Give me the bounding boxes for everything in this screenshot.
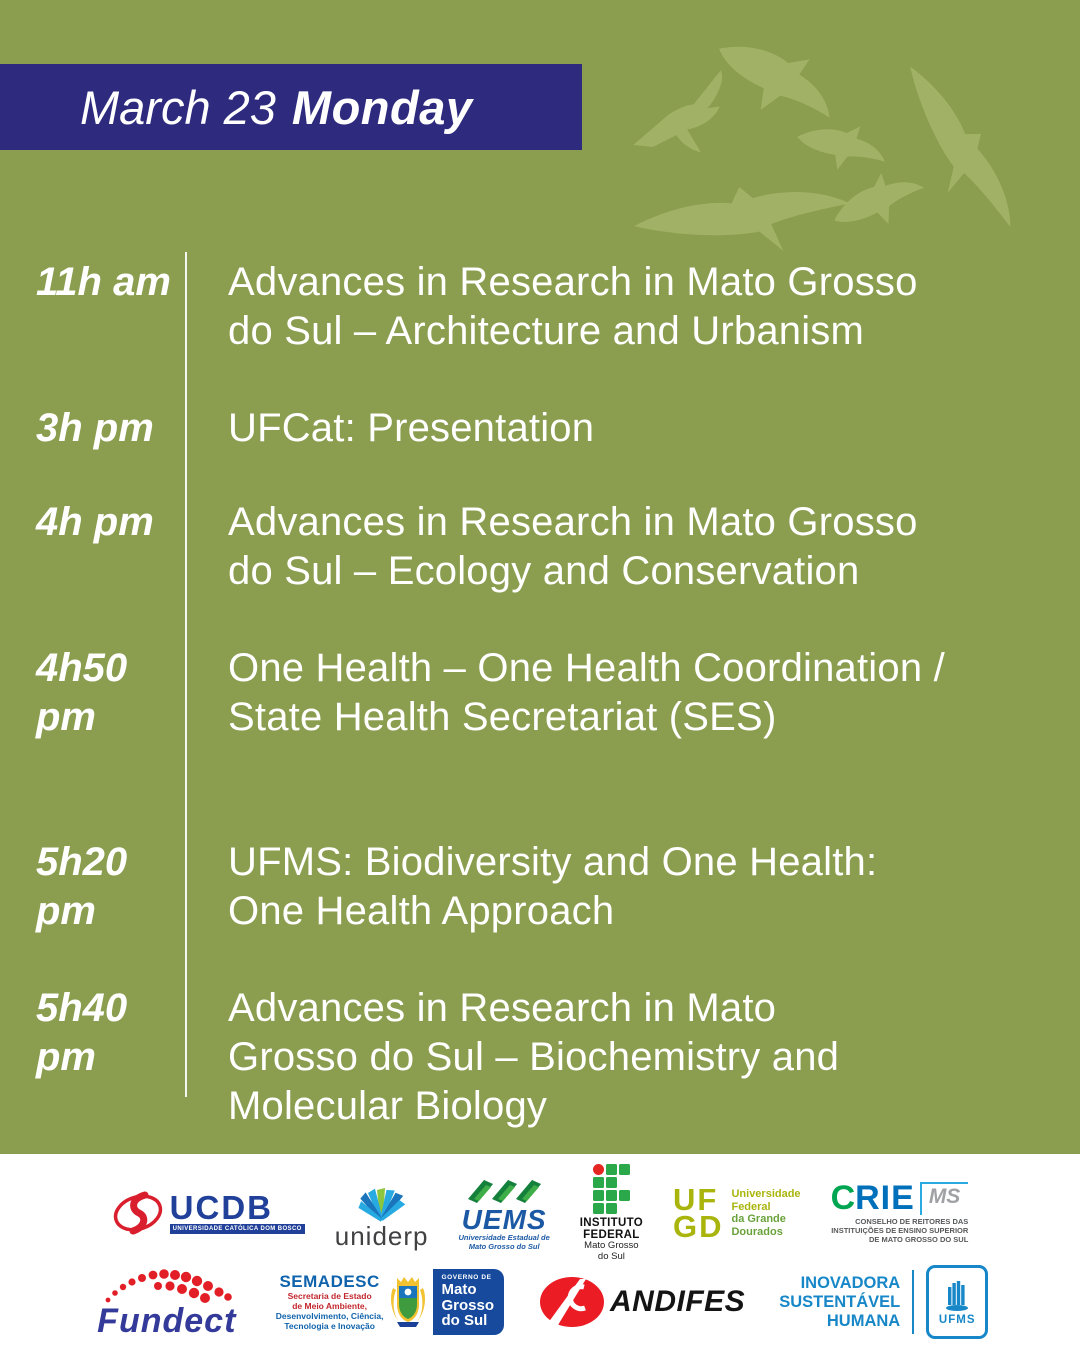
ufms-motto-line3: HUMANA [826, 1311, 901, 1330]
event-time: 5h20 pm [36, 840, 128, 933]
event-time: 11h am [36, 260, 171, 304]
ufms-motto-line2: SUSTENTÁVEL [779, 1292, 901, 1311]
ufms-logo: INOVADORA SUSTENTÁVEL HUMANA [779, 1265, 989, 1339]
andifes-logo: ANDIFES [538, 1275, 745, 1329]
crie-line2: INSTITUIÇÕES DE ENSINO SUPERIOR [831, 1226, 969, 1235]
ufms-badge: UFMS [926, 1265, 989, 1339]
ufms-divider [912, 1270, 915, 1334]
event-title: Advances in Research in Mato Grosso do S… [228, 260, 918, 353]
instituto-federal-line4: do Sul [597, 1250, 625, 1262]
ufms-tower-icon [946, 1280, 969, 1311]
crie-ms-logo: C RIE MS CONSELHO DE REITORES DAS INSTIT… [830, 1179, 969, 1244]
date-banner: March 23 Monday [0, 64, 582, 150]
event-title: UFMS: Biodiversity and One Health: One H… [228, 840, 878, 933]
ucdb-tagline: UNIVERSIDADE CATÓLICA DOM BOSCO [169, 1224, 305, 1234]
logo-row-2: Fundect SEMADESC Secretaria de Estado de… [0, 1260, 1080, 1344]
crie-line3: DE MATO GROSSO DO SUL [868, 1235, 969, 1244]
fundect-logo: Fundect [92, 1264, 242, 1341]
instituto-federal-line2: FEDERAL [583, 1229, 640, 1241]
semadesc-line4: Tecnologia e Inovação [284, 1321, 375, 1331]
fundect-wordmark: Fundect [97, 1301, 237, 1340]
ufgd-line1: Universidade [731, 1188, 801, 1200]
event-title: One Health – One Health Coordination / S… [228, 646, 945, 739]
uems-chevrons-icon [468, 1179, 542, 1203]
governo-line3: do Sul [441, 1312, 488, 1330]
event-title: Advances in Research in Mato Grosso do S… [228, 986, 840, 1128]
sponsor-footer: UCDB UNIVERSIDADE CATÓLICA DOM BOSCO [0, 1154, 1080, 1350]
uems-tagline-line1: Universidade Estadual de [458, 1232, 550, 1242]
event-time: 5h40 pm [36, 986, 128, 1079]
semadesc-line1: Secretaria de Estado [287, 1291, 372, 1301]
uniderp-logo: uniderp [334, 1178, 429, 1251]
semadesc-line3: Desenvolvimento, Ciência, [275, 1311, 384, 1321]
andifes-wordmark: ANDIFES [610, 1285, 746, 1318]
event-title: Advances in Research in Mato Grosso do S… [228, 500, 918, 593]
crie-line1: CONSELHO DE REITORES DAS [855, 1217, 969, 1226]
fundect-dots-icon [105, 1268, 232, 1303]
ufgd-logo: UF GD Universidade Federal da Grande Dou… [672, 1182, 801, 1244]
uems-wordmark: UEMS [461, 1203, 547, 1235]
schedule-divider-line [185, 252, 187, 1097]
ufgd-line3: da Grande [731, 1213, 786, 1225]
instituto-federal-line3: Mato Grosso [584, 1240, 639, 1251]
banner-day: Monday [291, 80, 473, 134]
event-title: UFCat: Presentation [228, 406, 595, 450]
birds-silhouette-graphic [619, 24, 1031, 267]
ms-coat-of-arms-icon [391, 1277, 426, 1327]
event-time: 3h pm [36, 406, 154, 450]
instituto-federal-logo: INSTITUTO FEDERAL Mato Grosso do Sul [580, 1164, 643, 1262]
governo-line2: Grosso [441, 1296, 494, 1314]
ufgd-letters: UF GD [672, 1182, 724, 1244]
crie-letter-c: C [830, 1179, 856, 1217]
event-time: 4h50 pm [36, 646, 128, 739]
governo-line1: Mato [441, 1281, 477, 1299]
governo-ms-badge: GOVERNO DE Mato Grosso do Sul [433, 1269, 504, 1335]
instituto-federal-line1: INSTITUTO [579, 1217, 643, 1229]
ucdb-logo: UCDB UNIVERSIDADE CATÓLICA DOM BOSCO [112, 1188, 305, 1238]
ufms-motto-line1: INOVADORA [800, 1273, 901, 1292]
uems-tagline-line2: Mato Grosso do Sul [468, 1242, 540, 1251]
uniderp-fan-icon [358, 1188, 405, 1222]
crie-ms-badge: MS [919, 1182, 969, 1215]
ufgd-line4: Dourados [731, 1225, 783, 1238]
instituto-federal-squares-icon [592, 1164, 630, 1214]
semadesc-line2: de Meio Ambiente, [292, 1301, 368, 1311]
banner-date: March 23 [80, 80, 276, 134]
logo-row-1: UCDB UNIVERSIDADE CATÓLICA DOM BOSCO [0, 1164, 1080, 1261]
semadesc-wordmark: SEMADESC [279, 1272, 380, 1291]
andifes-ellipse-icon [540, 1277, 604, 1327]
semadesc-governo-logo: SEMADESC Secretaria de Estado de Meio Am… [276, 1269, 504, 1335]
event-time: 4h pm [36, 500, 154, 544]
crie-letters-rie: RIE [855, 1179, 915, 1217]
ucdb-swirl-icon [113, 1191, 162, 1235]
governo-header: GOVERNO DE [441, 1274, 492, 1282]
ucdb-wordmark: UCDB [169, 1189, 273, 1226]
uems-logo: UEMS Universidade Estadual de Mato Gross… [458, 1175, 550, 1252]
ufms-wordmark: UFMS [938, 1313, 976, 1326]
uniderp-wordmark: uniderp [334, 1221, 429, 1251]
ufgd-line2: Federal [731, 1200, 771, 1213]
